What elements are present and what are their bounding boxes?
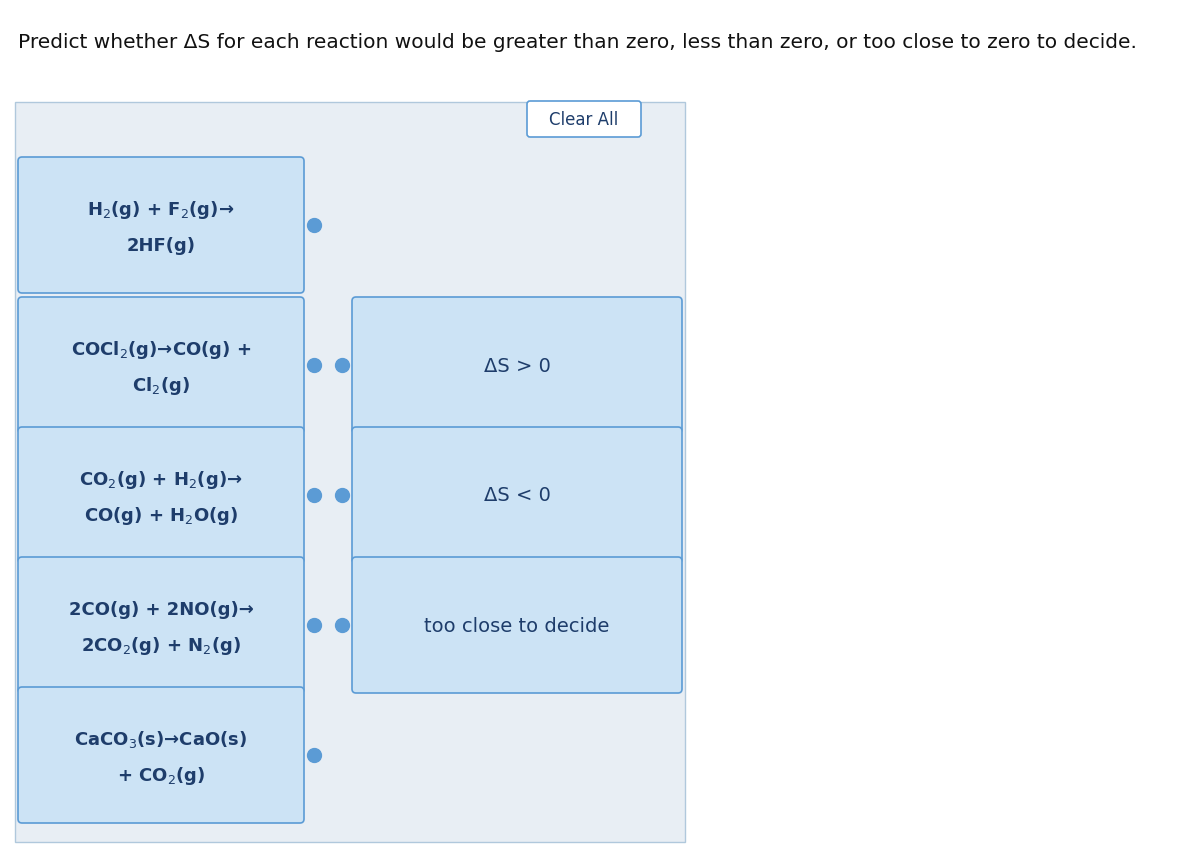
Text: Cl$_2$(g): Cl$_2$(g): [132, 375, 190, 396]
FancyBboxPatch shape: [352, 557, 682, 694]
FancyBboxPatch shape: [18, 688, 304, 823]
Text: too close to decide: too close to decide: [425, 616, 610, 635]
Text: CO(g) + H$_2$O(g): CO(g) + H$_2$O(g): [84, 504, 238, 527]
Text: CO$_2$(g) + H$_2$(g)→: CO$_2$(g) + H$_2$(g)→: [79, 469, 242, 491]
FancyBboxPatch shape: [527, 102, 641, 138]
Text: 2HF(g): 2HF(g): [126, 237, 196, 255]
Text: ΔS < 0: ΔS < 0: [484, 486, 551, 505]
FancyBboxPatch shape: [14, 103, 685, 842]
Text: Clear All: Clear All: [550, 111, 619, 129]
FancyBboxPatch shape: [18, 158, 304, 294]
FancyBboxPatch shape: [18, 557, 304, 694]
FancyBboxPatch shape: [18, 428, 304, 563]
FancyBboxPatch shape: [352, 428, 682, 563]
FancyBboxPatch shape: [352, 297, 682, 434]
FancyBboxPatch shape: [18, 297, 304, 434]
Text: CaCO$_3$(s)→CaO(s): CaCO$_3$(s)→CaO(s): [74, 728, 247, 750]
Text: Predict whether ΔS for each reaction would be greater than zero, less than zero,: Predict whether ΔS for each reaction wou…: [18, 33, 1136, 52]
Text: ΔS > 0: ΔS > 0: [484, 356, 551, 375]
Text: 2CO$_2$(g) + N$_2$(g): 2CO$_2$(g) + N$_2$(g): [80, 634, 241, 656]
Text: + CO$_2$(g): + CO$_2$(g): [116, 764, 205, 786]
Text: COCl$_2$(g)→CO(g) +: COCl$_2$(g)→CO(g) +: [71, 338, 251, 360]
Text: 2CO(g) + 2NO(g)→: 2CO(g) + 2NO(g)→: [68, 601, 253, 619]
Text: H$_2$(g) + F$_2$(g)→: H$_2$(g) + F$_2$(g)→: [88, 199, 235, 221]
